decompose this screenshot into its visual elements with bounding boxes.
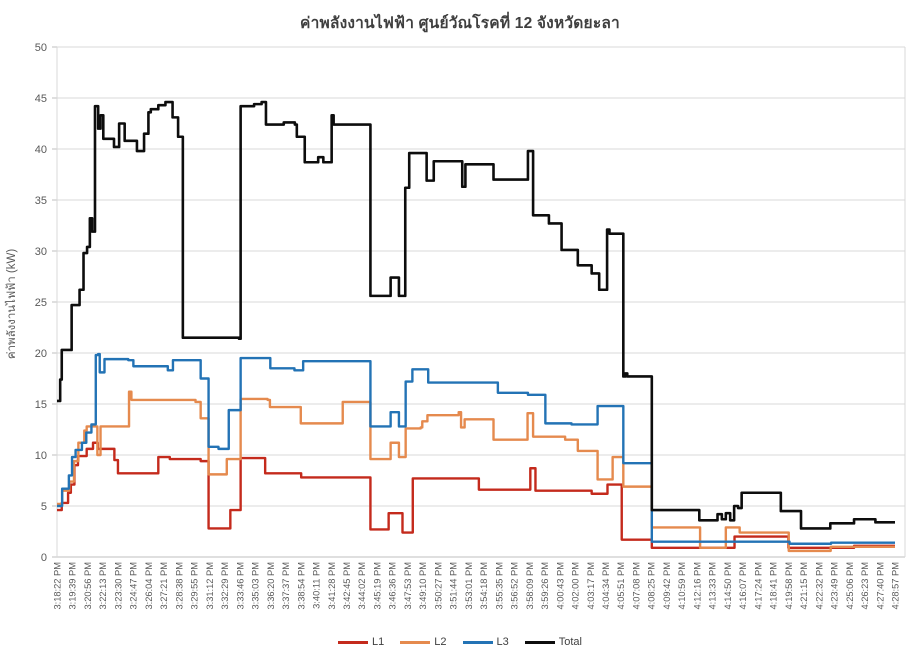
y-tick-label: 15 bbox=[35, 399, 47, 411]
series-line-l1 bbox=[57, 441, 895, 550]
x-tick-label: 4:00:43 PM bbox=[555, 562, 565, 610]
x-tick-label: 3:35:03 PM bbox=[251, 562, 261, 610]
x-tick-label: 3:20:56 PM bbox=[83, 562, 93, 610]
x-tick-label: 4:05:51 PM bbox=[616, 562, 626, 610]
x-tick-label: 4:23:49 PM bbox=[830, 562, 840, 610]
y-tick-label: 50 bbox=[35, 42, 47, 54]
legend-label-l3: L3 bbox=[496, 636, 509, 648]
y-tick-label: 30 bbox=[35, 246, 47, 258]
x-tick-label: 3:26:04 PM bbox=[144, 562, 154, 610]
x-tick-label: 4:10:59 PM bbox=[677, 562, 687, 610]
x-tick-label: 3:50:27 PM bbox=[433, 562, 443, 610]
legend-item-l1: L1 bbox=[338, 636, 384, 648]
x-tick-label: 4:19:58 PM bbox=[784, 562, 794, 610]
x-tick-label: 4:09:42 PM bbox=[662, 562, 672, 610]
x-tick-label: 3:33:46 PM bbox=[235, 562, 245, 610]
x-tick-label: 3:27:21 PM bbox=[159, 562, 169, 610]
x-tick-label: 3:53:01 PM bbox=[464, 562, 474, 610]
x-tick-label: 4:08:25 PM bbox=[647, 562, 657, 610]
legend-label-l2: L2 bbox=[434, 636, 447, 648]
x-tick-label: 4:28:57 PM bbox=[891, 562, 901, 610]
x-tick-label: 4:26:23 PM bbox=[860, 562, 870, 610]
x-tick-label: 3:51:44 PM bbox=[449, 562, 459, 610]
series-line-total bbox=[57, 100, 895, 530]
x-tick-label: 3:55:35 PM bbox=[494, 562, 504, 610]
x-tick-label: 4:25:06 PM bbox=[845, 562, 855, 610]
legend-swatch-l3 bbox=[462, 640, 493, 644]
x-tick-label: 3:23:30 PM bbox=[113, 562, 123, 610]
x-tick-label: 4:17:24 PM bbox=[753, 562, 763, 610]
chart-legend: L1 L2 L3 Total bbox=[0, 636, 920, 648]
x-tick-label: 4:14:50 PM bbox=[723, 562, 733, 610]
x-tick-label: 4:22:32 PM bbox=[814, 562, 824, 610]
x-tick-label: 3:22:13 PM bbox=[98, 562, 108, 610]
x-tick-label: 4:18:41 PM bbox=[769, 562, 779, 610]
x-tick-label: 3:41:28 PM bbox=[327, 562, 337, 610]
x-tick-label: 3:38:54 PM bbox=[296, 562, 306, 610]
x-tick-label: 4:16:07 PM bbox=[738, 562, 748, 610]
legend-swatch-l1 bbox=[338, 640, 368, 644]
x-tick-label: 4:03:17 PM bbox=[586, 562, 596, 610]
y-tick-label: 5 bbox=[41, 501, 47, 513]
y-tick-label: 20 bbox=[35, 348, 47, 360]
x-tick-label: 3:58:09 PM bbox=[525, 562, 535, 610]
y-tick-label: 10 bbox=[35, 450, 47, 462]
x-tick-label: 3:29:55 PM bbox=[190, 562, 200, 610]
x-tick-label: 3:40:11 PM bbox=[312, 562, 322, 609]
chart-title: ค่าพลังงานไฟฟ้า ศูนย์วัณโรคที่ 12 จังหวั… bbox=[300, 15, 620, 32]
x-tick-label: 3:46:36 PM bbox=[388, 562, 398, 610]
x-tick-label: 3:24:47 PM bbox=[129, 562, 139, 610]
x-tick-label: 3:44:02 PM bbox=[357, 562, 367, 610]
x-tick-label: 3:54:18 PM bbox=[479, 562, 489, 610]
y-tick-label: 40 bbox=[35, 144, 47, 156]
x-tick-label: 3:42:45 PM bbox=[342, 562, 352, 610]
x-tick-label: 3:18:22 PM bbox=[53, 562, 63, 610]
x-tick-label: 3:31:12 PM bbox=[205, 562, 215, 610]
y-tick-label: 45 bbox=[35, 93, 47, 105]
x-tick-label: 3:32:29 PM bbox=[220, 562, 230, 610]
series-line-l3 bbox=[57, 352, 895, 545]
x-tick-label: 4:27:40 PM bbox=[875, 562, 885, 610]
x-tick-label: 3:56:52 PM bbox=[510, 562, 520, 610]
x-tick-label: 4:12:16 PM bbox=[692, 562, 702, 610]
x-tick-label: 4:04:34 PM bbox=[601, 562, 611, 610]
legend-label-l1: L1 bbox=[372, 636, 385, 648]
y-tick-label: 25 bbox=[35, 297, 47, 309]
x-tick-label: 4:13:33 PM bbox=[708, 562, 718, 610]
series-line-l2 bbox=[57, 390, 895, 553]
x-tick-label: 3:37:37 PM bbox=[281, 562, 291, 610]
legend-item-l2: L2 bbox=[400, 636, 447, 648]
x-tick-label: 4:21:15 PM bbox=[799, 562, 809, 610]
x-tick-label: 3:47:53 PM bbox=[403, 562, 413, 610]
legend-label-total: Total bbox=[558, 636, 582, 648]
x-tick-label: 4:07:08 PM bbox=[631, 562, 641, 610]
legend-item-total: Total bbox=[524, 636, 582, 648]
legend-item-l3: L3 bbox=[462, 636, 509, 648]
x-tick-label: 3:45:19 PM bbox=[372, 562, 382, 610]
x-tick-label: 3:49:10 PM bbox=[418, 562, 428, 610]
x-tick-label: 3:59:26 PM bbox=[540, 562, 550, 610]
y-tick-label: 35 bbox=[35, 195, 47, 207]
y-tick-label: 0 bbox=[41, 552, 47, 564]
x-tick-label: 4:02:00 PM bbox=[571, 562, 581, 610]
legend-swatch-total bbox=[524, 640, 555, 644]
x-tick-label: 3:28:38 PM bbox=[174, 562, 184, 610]
x-tick-label: 3:36:20 PM bbox=[266, 562, 276, 610]
legend-swatch-l2 bbox=[400, 640, 431, 644]
x-tick-label: 3:19:39 PM bbox=[68, 562, 78, 610]
